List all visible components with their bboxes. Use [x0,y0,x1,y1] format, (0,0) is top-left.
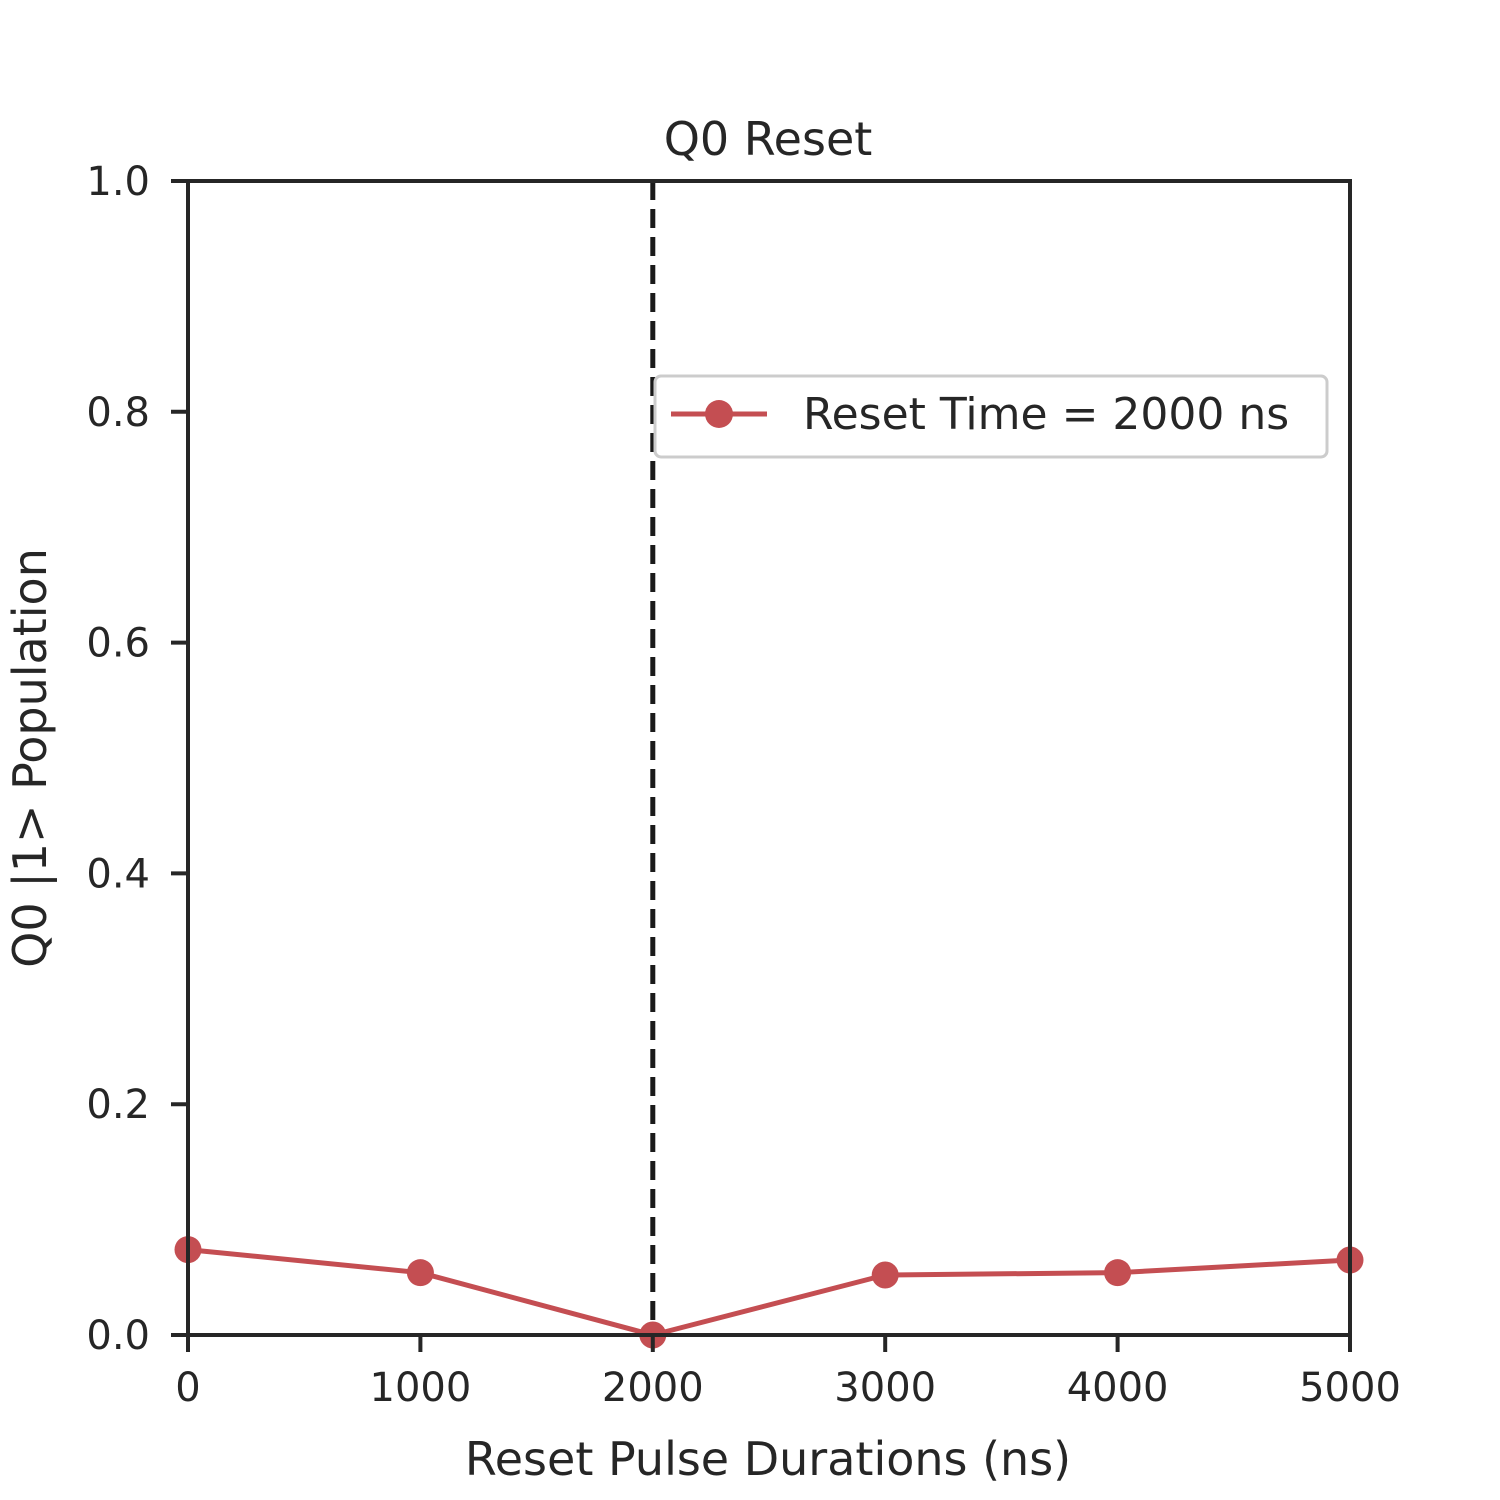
chart-title: Q0 Reset [664,112,873,166]
x-tick-label: 3000 [834,1365,936,1411]
data-point-0-3 [871,1261,899,1289]
legend-entry-label: Reset Time = 2000 ns [803,389,1289,440]
y-tick-label: 0.8 [86,390,150,436]
legend: Reset Time = 2000 ns [653,374,1329,459]
y-tick-label: 0.2 [86,1082,150,1128]
x-axis-label: Reset Pulse Durations (ns) [465,1432,1071,1486]
x-axis-ticks: 0 1000 2000 3000 4000 5000 [175,1335,1401,1411]
legend-marker-swatch [705,400,733,428]
y-tick-label: 0.0 [86,1313,150,1359]
x-tick-label: 2000 [602,1365,704,1411]
axes-frame [186,179,1352,1337]
axes-border [186,179,1352,1337]
data-point-0-1 [406,1259,434,1287]
x-tick-label: 4000 [1067,1365,1169,1411]
x-tick-label: 1000 [370,1365,472,1411]
legend-box [653,374,1329,459]
y-tick-label: 0.6 [86,621,150,667]
y-axis-ticks: 0.0 0.2 0.4 0.6 0.8 1.0 [86,159,188,1359]
x-tick-label: 0 [175,1365,200,1411]
y-tick-label: 0.4 [86,851,150,897]
data-point-0-4 [1104,1259,1132,1287]
x-tick-label: 5000 [1299,1365,1401,1411]
series-line-0 [187,1247,1351,1338]
y-axis-label: Q0 |1> Population [3,548,58,968]
plot-area [174,181,1364,1349]
y-tick-label: 1.0 [86,159,150,205]
series-group [174,1236,1364,1349]
